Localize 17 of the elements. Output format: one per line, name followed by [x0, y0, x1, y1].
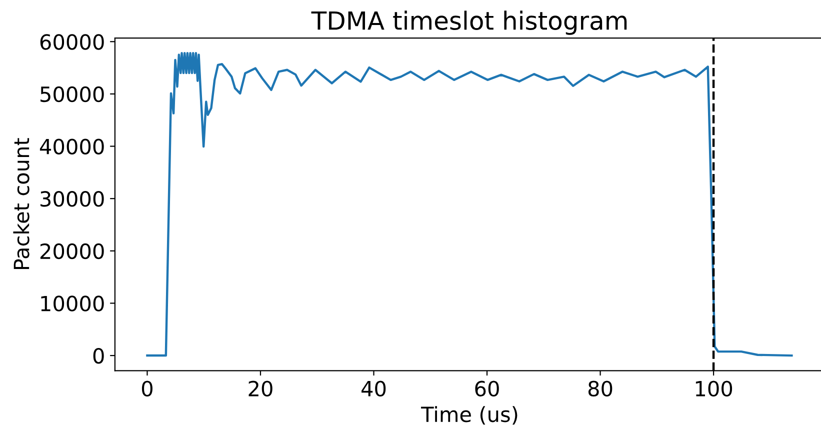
x-tick-label: 60 — [475, 380, 499, 397]
y-tick-label: 10000 — [41, 296, 104, 312]
y-tick-label: 20000 — [40, 243, 104, 260]
y-tick-label: 0 — [93, 348, 104, 364]
x-tick-label: 100 — [696, 380, 732, 397]
y-tick-label: 40000 — [40, 138, 104, 154]
x-tick-label: 20 — [248, 380, 272, 397]
chart-title: TDMA timeslot histogram — [311, 10, 627, 35]
line-series — [146, 52, 793, 357]
x-tick-label: 80 — [588, 380, 612, 397]
y-tick-label: 30000 — [40, 191, 104, 207]
x-axis-title: Time (us) — [421, 406, 518, 425]
y-tick-label: 60000 — [40, 34, 104, 50]
x-tick-label: 0 — [142, 380, 152, 397]
x-tick-label: 40 — [362, 380, 386, 397]
y-tick-label: 50000 — [40, 86, 104, 102]
y-axis-title: Packet count — [13, 138, 30, 270]
